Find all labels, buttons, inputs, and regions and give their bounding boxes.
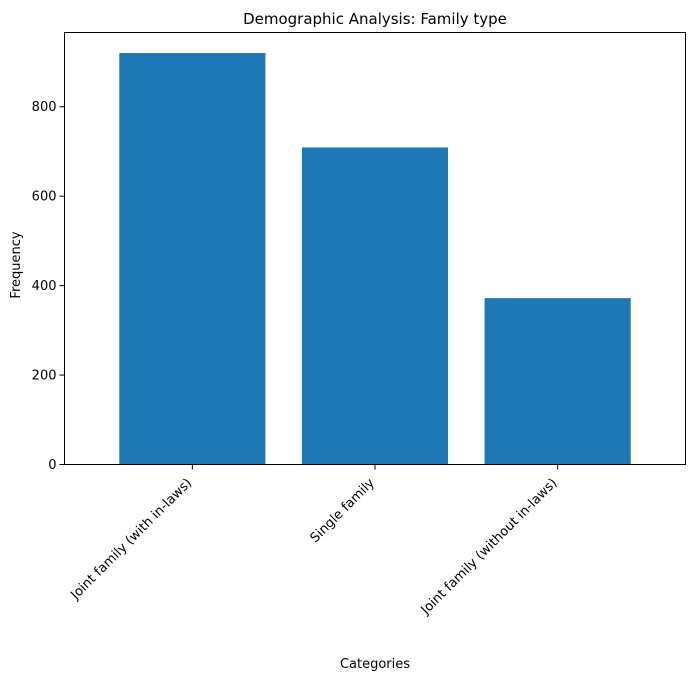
- y-tick-label: 800: [32, 100, 57, 115]
- chart-title: Demographic Analysis: Family type: [243, 10, 507, 28]
- x-axis-ticks: Joint family (with in-laws) Single family…: [68, 464, 561, 619]
- bar-2: [301, 147, 449, 465]
- y-axis-label: Frequency: [9, 231, 24, 298]
- bar-1: [119, 53, 266, 465]
- plot-frame: [64, 32, 686, 465]
- x-tick-label: Single family: [308, 476, 378, 546]
- y-tick-label: 0: [48, 458, 56, 473]
- bars-layer: [119, 53, 631, 465]
- y-axis-ticks: 0 200 400 600 800: [32, 100, 65, 473]
- x-tick-label: Joint family (without in-laws): [418, 476, 561, 619]
- x-tick-label: Joint family (with in-laws): [68, 476, 196, 604]
- y-tick-label: 400: [32, 279, 57, 294]
- x-axis-label: Categories: [340, 657, 410, 672]
- bar-3: [484, 298, 631, 465]
- y-tick-label: 200: [32, 369, 57, 384]
- y-tick-label: 600: [32, 190, 57, 205]
